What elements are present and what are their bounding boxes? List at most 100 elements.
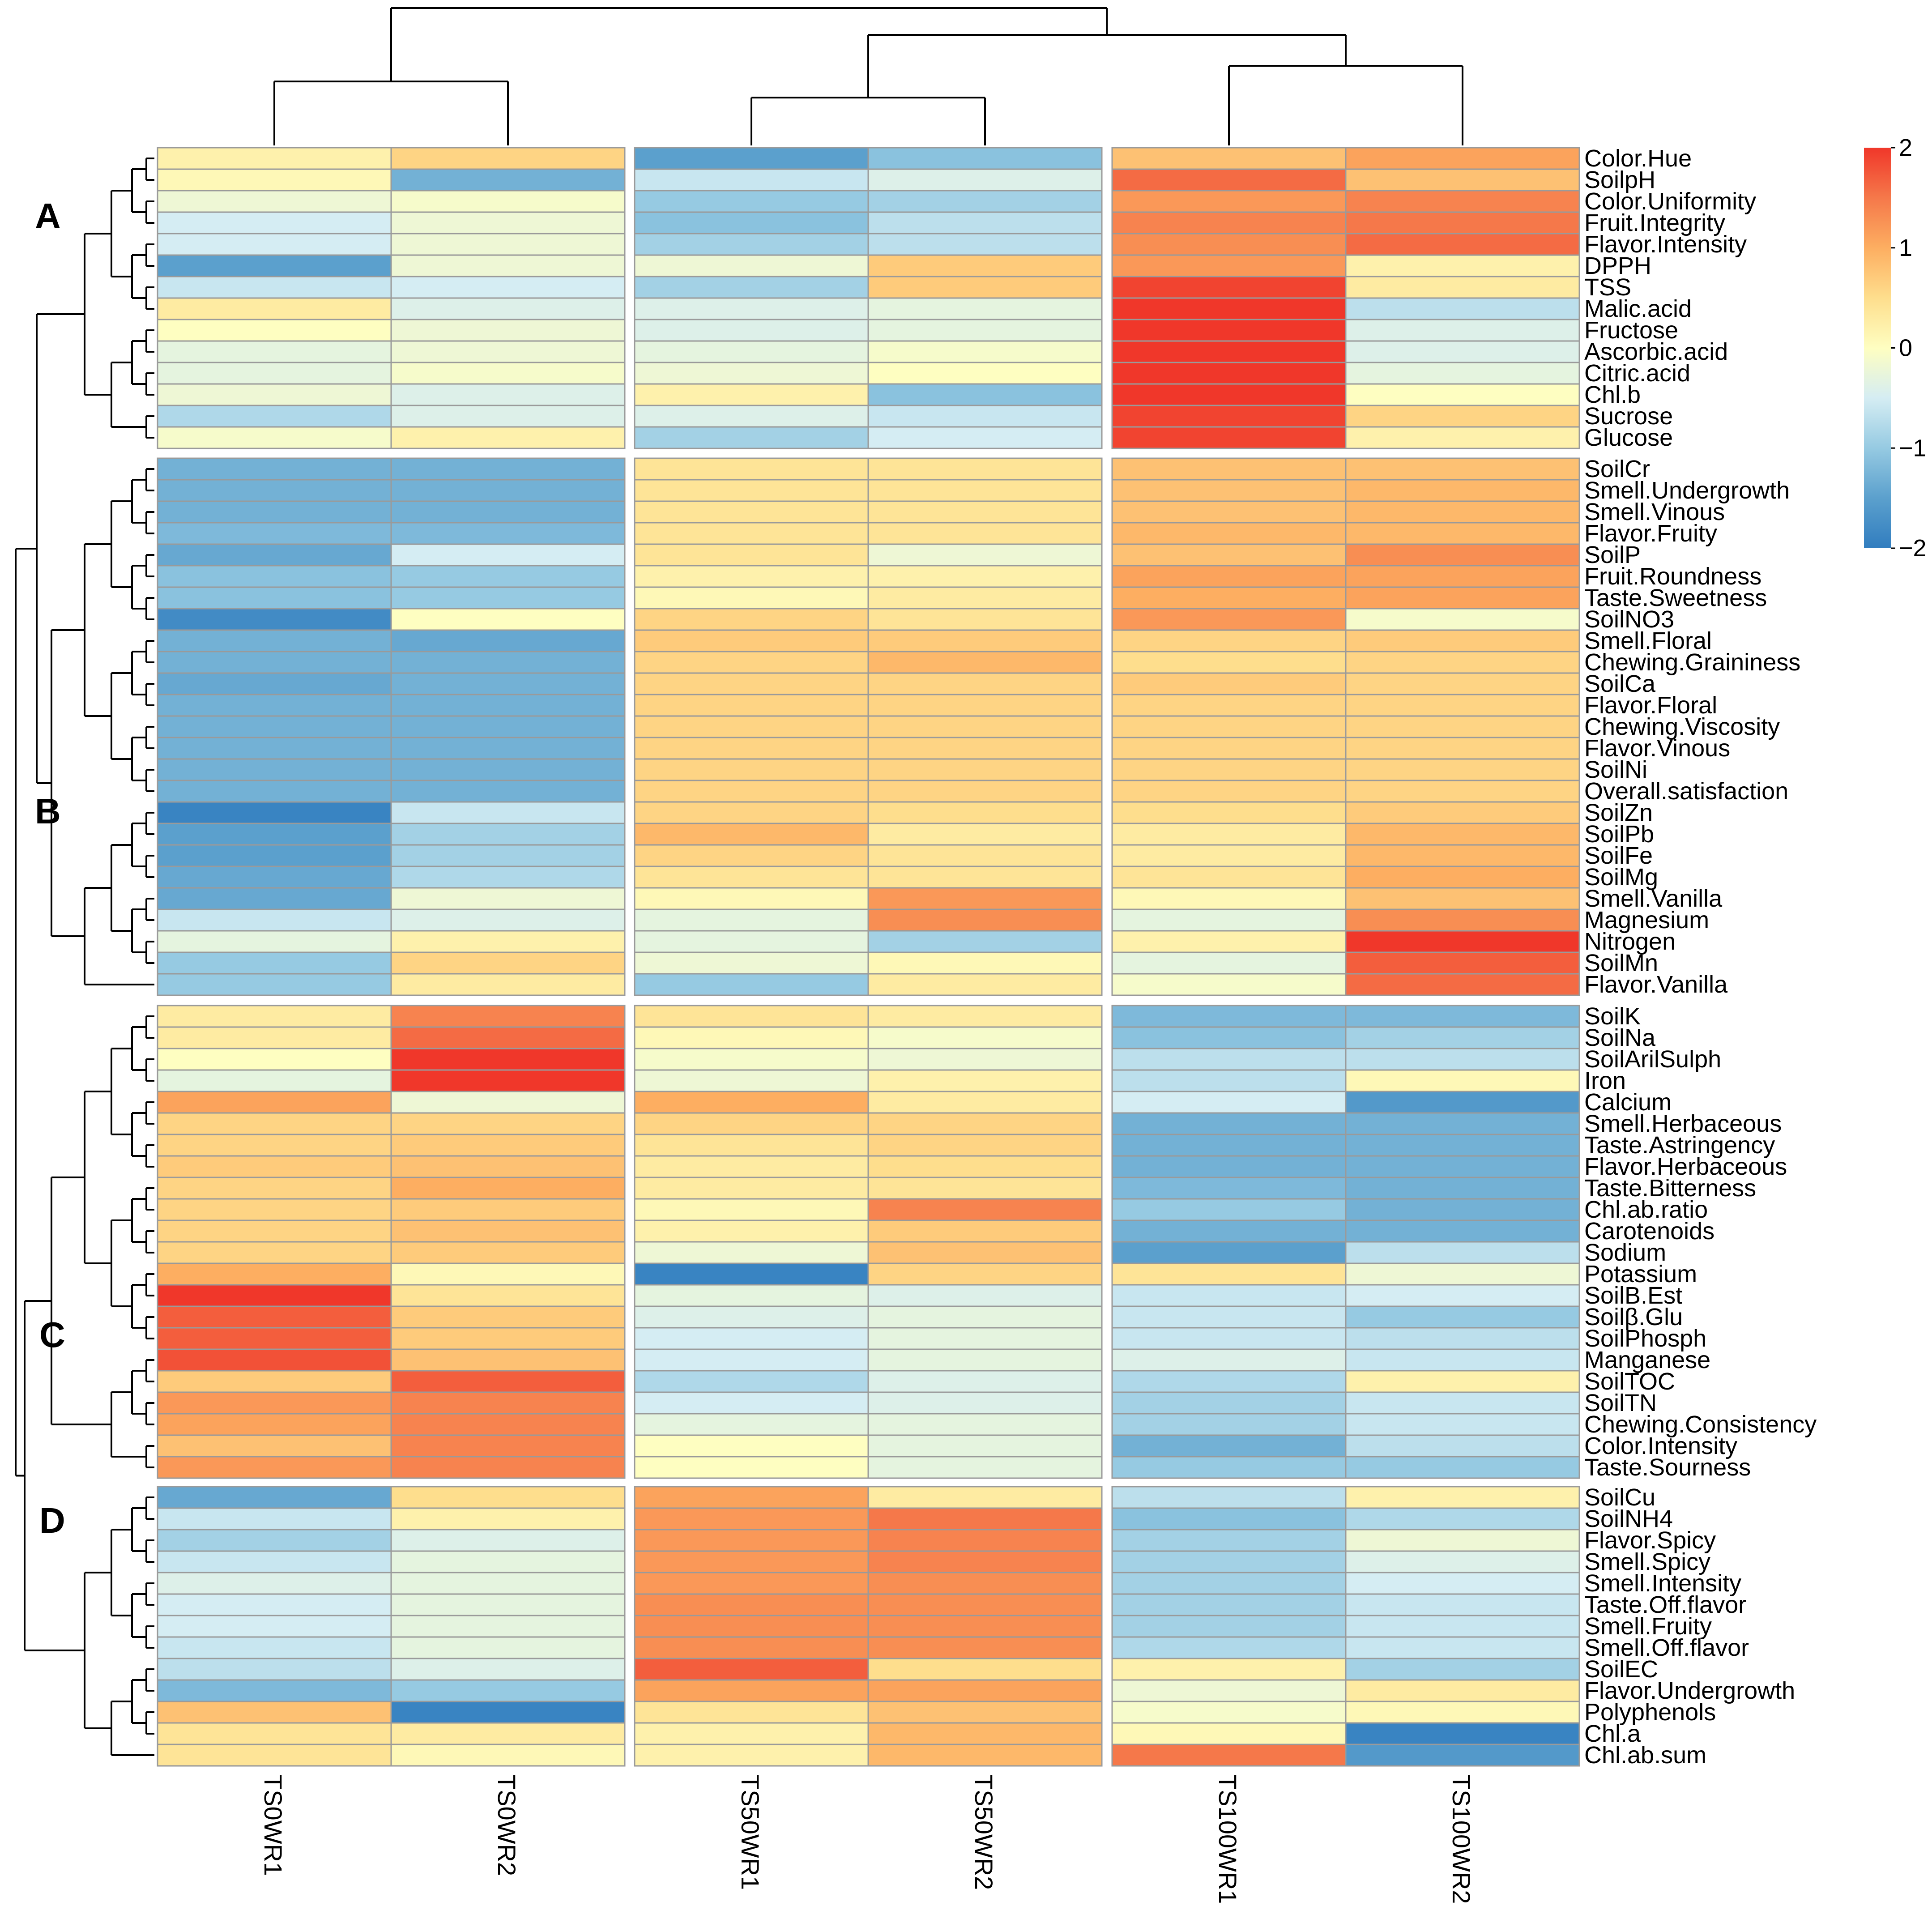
heatmap-cell — [390, 801, 626, 824]
heatmap-cell — [867, 930, 1103, 953]
row-label: Potassium — [1584, 1261, 1697, 1288]
heatmap-cell — [634, 1026, 869, 1049]
heatmap-cell — [634, 1550, 869, 1573]
heatmap-cell — [157, 1679, 392, 1702]
heatmap-cell — [867, 1593, 1103, 1616]
heatmap-cell — [157, 1348, 392, 1372]
heatmap-cell — [157, 190, 392, 213]
row-label: Nitrogen — [1584, 928, 1676, 955]
heatmap-cell — [390, 694, 626, 717]
row-label: SoilCa — [1584, 670, 1656, 697]
column-label: TS100WR1 — [1214, 1774, 1242, 1904]
heatmap-cell — [390, 908, 626, 932]
heatmap-cell — [634, 1219, 869, 1243]
heatmap-cell — [1345, 1177, 1580, 1200]
heatmap-cell — [1111, 1550, 1347, 1573]
row-label: SoilArilSulph — [1584, 1046, 1721, 1073]
heatmap-cell — [867, 1529, 1103, 1552]
heatmap-cell — [867, 1434, 1103, 1458]
row-label: Flavor.Fruity — [1584, 520, 1717, 547]
heatmap-cell — [1111, 780, 1347, 803]
heatmap-cell — [1111, 694, 1347, 717]
heatmap-cell — [1111, 1636, 1347, 1659]
row-label: Chewing.Graininess — [1584, 649, 1800, 676]
heatmap-cell — [1111, 1391, 1347, 1415]
heatmap-cell — [867, 672, 1103, 695]
heatmap-cell — [390, 211, 626, 234]
heatmap-cell — [1111, 651, 1347, 674]
heatmap-cell — [1111, 1177, 1347, 1200]
heatmap-cell — [867, 1241, 1103, 1264]
row-label: DPPH — [1584, 252, 1651, 279]
heatmap-cell — [390, 565, 626, 588]
heatmap-cell — [157, 1091, 392, 1114]
heatmap-cell — [157, 1241, 392, 1264]
heatmap-cell — [867, 1722, 1103, 1745]
heatmap-cell — [634, 1456, 869, 1479]
heatmap-cell — [390, 479, 626, 502]
row-dendrogram — [15, 158, 154, 1756]
row-label: SoilCu — [1584, 1484, 1655, 1511]
row-label: TSS — [1584, 274, 1631, 301]
heatmap-cell — [390, 672, 626, 695]
heatmap-cell — [867, 715, 1103, 738]
heatmap-cell — [1111, 1593, 1347, 1616]
heatmap-cell — [867, 1507, 1103, 1531]
heatmap-cell — [1111, 586, 1347, 610]
row-label: Color.Uniformity — [1584, 188, 1756, 215]
heatmap-cell — [1345, 1413, 1580, 1436]
heatmap-cell — [634, 887, 869, 910]
heatmap-cell — [634, 211, 869, 234]
heatmap-cell — [1345, 672, 1580, 695]
cluster-label: C — [39, 1315, 65, 1355]
heatmap-cell — [867, 694, 1103, 717]
heatmap-cell — [867, 190, 1103, 213]
heatmap-cell — [157, 340, 392, 363]
heatmap-cell — [1345, 1486, 1580, 1509]
cluster-label: D — [39, 1501, 65, 1540]
heatmap-cell — [157, 233, 392, 256]
legend-colorbar — [1864, 148, 1891, 548]
heatmap-cell — [634, 254, 869, 277]
heatmap-cell — [634, 951, 869, 975]
heatmap-cell — [634, 1572, 869, 1595]
row-labels: Color.HueSoilpHColor.UniformityFruit.Int… — [1584, 145, 1817, 1769]
heatmap-cell — [1345, 1434, 1580, 1458]
heatmap-cell — [1111, 1327, 1347, 1350]
heatmap-cell — [157, 823, 392, 846]
row-label: SoilNH4 — [1584, 1505, 1673, 1532]
row-label: Manganese — [1584, 1347, 1710, 1373]
heatmap-cell — [390, 1391, 626, 1415]
heatmap-cell — [1111, 190, 1347, 213]
heatmap-cell — [1111, 1722, 1347, 1745]
heatmap-cell — [634, 1069, 869, 1092]
heatmap-cell — [390, 1550, 626, 1573]
heatmap-cell — [157, 1370, 392, 1393]
heatmap-cell — [1345, 383, 1580, 406]
heatmap-cell — [390, 1456, 626, 1479]
heatmap-cell — [1111, 1284, 1347, 1307]
heatmap-cell — [1111, 1112, 1347, 1135]
heatmap-cell — [390, 1091, 626, 1114]
heatmap-cell — [1345, 362, 1580, 385]
heatmap-cell — [867, 383, 1103, 406]
row-label: Flavor.Spicy — [1584, 1527, 1716, 1554]
row-label: Smell.Undergrowth — [1584, 477, 1790, 504]
heatmap-cell — [867, 951, 1103, 975]
heatmap-cell — [1111, 1155, 1347, 1178]
legend-tick-label: −2 — [1899, 535, 1927, 562]
heatmap-cell — [867, 565, 1103, 588]
heatmap-cell — [867, 651, 1103, 674]
heatmap-cell — [157, 1434, 392, 1458]
heatmap-cell — [634, 457, 869, 481]
heatmap-cell — [634, 586, 869, 610]
heatmap-cell — [1111, 1679, 1347, 1702]
heatmap-cell — [1111, 1658, 1347, 1681]
row-label: SoilTN — [1584, 1390, 1657, 1416]
heatmap-cell — [867, 865, 1103, 889]
heatmap-cell — [867, 319, 1103, 342]
heatmap-cell — [867, 1198, 1103, 1221]
heatmap-cell — [157, 1305, 392, 1329]
heatmap-cell — [1345, 457, 1580, 481]
heatmap-cell — [634, 1284, 869, 1307]
